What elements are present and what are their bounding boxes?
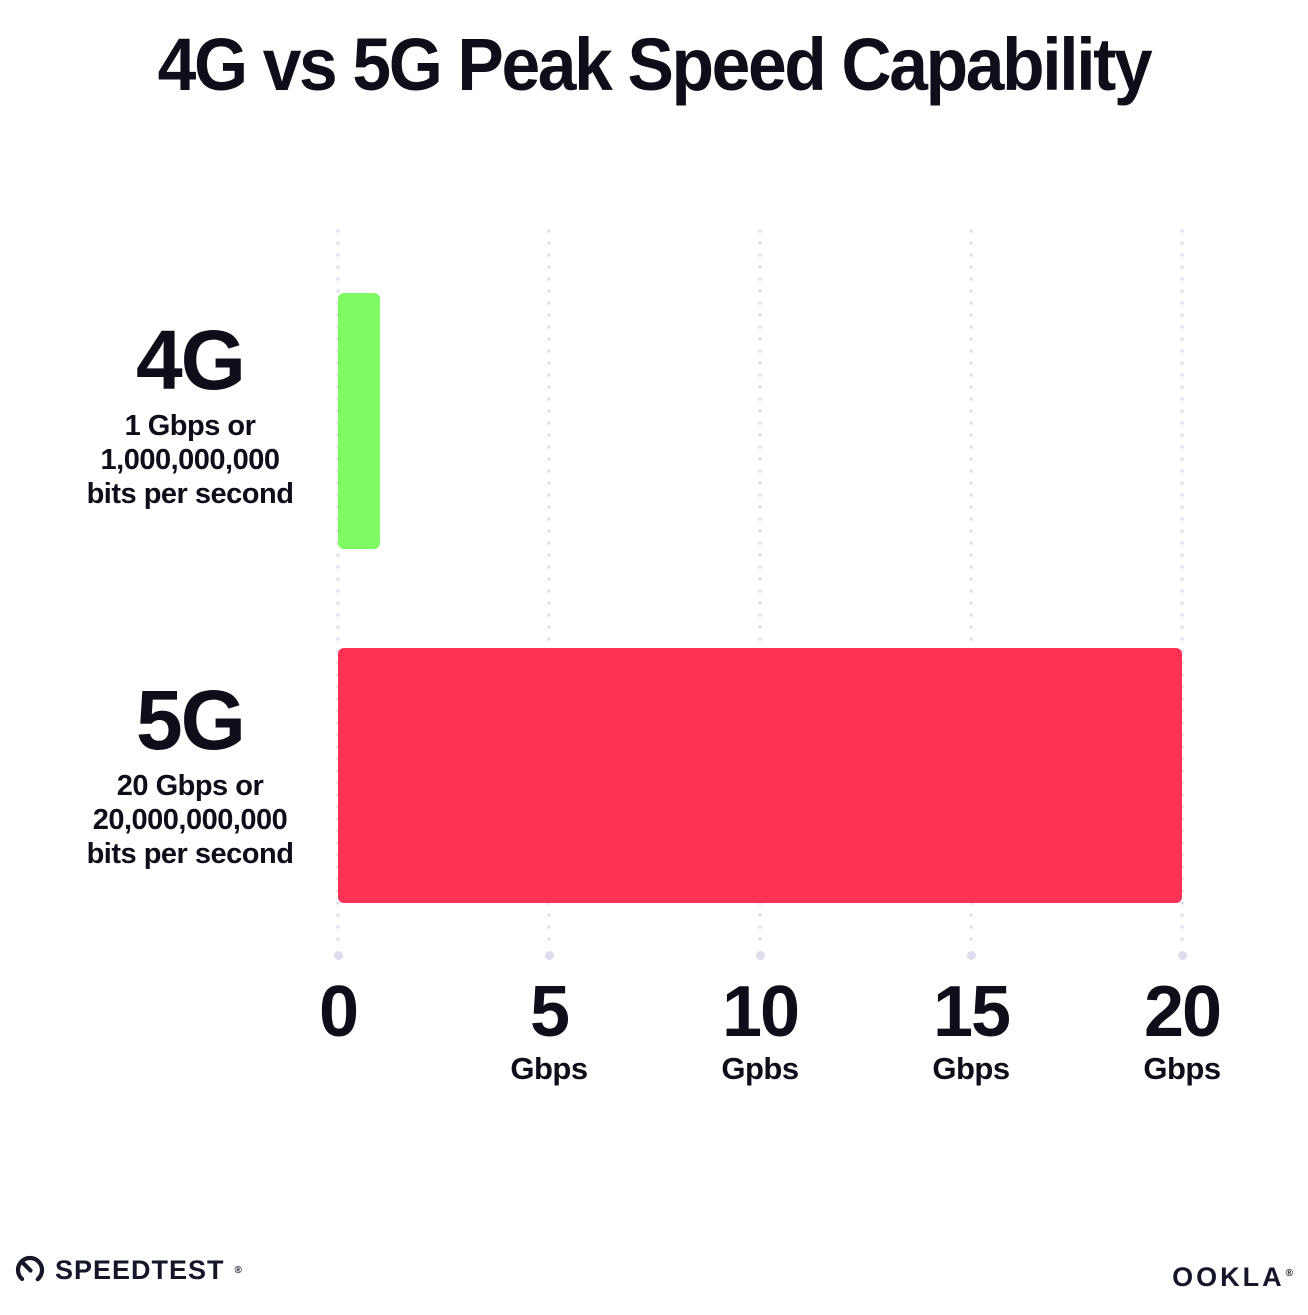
x-tick-0: 0 (318, 972, 359, 1052)
x-tick-unit: Gbps (510, 1051, 588, 1086)
row-desc-line: bits per second (86, 838, 294, 870)
x-tick-15: 15 Gbps (932, 972, 1011, 1086)
row-name-4g: 4G (135, 313, 246, 407)
x-tick-5: 5 Gbps (510, 972, 588, 1086)
row-description-4g: 1 Gbps or 1,000,000,000 bits per second (35, 409, 345, 511)
x-tick-unit: Gbps (932, 1051, 1010, 1086)
x-tick-value: 5 (529, 972, 570, 1052)
row-description-5g: 20 Gbps or 20,000,000,000 bits per secon… (35, 769, 345, 871)
ookla-trademark: ® (1285, 1268, 1296, 1279)
row-desc-line: 20,000,000,000 (92, 804, 288, 836)
gridline-0 (333, 225, 343, 960)
gridline-5 (544, 225, 554, 960)
bar-5g (338, 648, 1182, 903)
row-label-4g: 4G 1 Gbps or 1,000,000,000 bits per seco… (35, 318, 345, 511)
x-tick-value: 20 (1143, 972, 1222, 1052)
ookla-wordmark: OOKLA (1172, 1262, 1285, 1292)
speedtest-gauge-icon (15, 1255, 45, 1285)
row-desc-line: 1 Gbps or (124, 410, 256, 442)
x-tick-value: 10 (721, 972, 800, 1052)
row-label-5g: 5G 20 Gbps or 20,000,000,000 bits per se… (35, 678, 345, 871)
row-name-5g: 5G (135, 673, 246, 767)
x-tick-unit: Gbps (1143, 1051, 1221, 1086)
chart-title: 4G vs 5G Peak Speed Capability (157, 23, 1153, 106)
x-tick-20: 20 Gbps (1143, 972, 1222, 1086)
gridline-15 (966, 225, 976, 960)
speedtest-wordmark: SPEEDTEST (55, 1255, 225, 1285)
row-desc-line: 20 Gbps or (116, 770, 264, 802)
x-tick-unit: Gpbs (721, 1051, 799, 1086)
gridline-10 (755, 225, 765, 960)
x-tick-value: 15 (932, 972, 1011, 1052)
speedtest-logo: SPEEDTEST ® (14, 1252, 242, 1288)
bar-4g (338, 293, 380, 549)
x-tick-value: 0 (318, 972, 359, 1052)
speedtest-trademark: ® (234, 1264, 242, 1276)
gridline-20 (1177, 225, 1187, 960)
row-desc-line: 1,000,000,000 (100, 444, 280, 476)
ookla-logo: OOKLA® (1172, 1258, 1296, 1293)
row-desc-line: bits per second (86, 478, 294, 510)
x-tick-10: 10 Gpbs (721, 972, 800, 1086)
